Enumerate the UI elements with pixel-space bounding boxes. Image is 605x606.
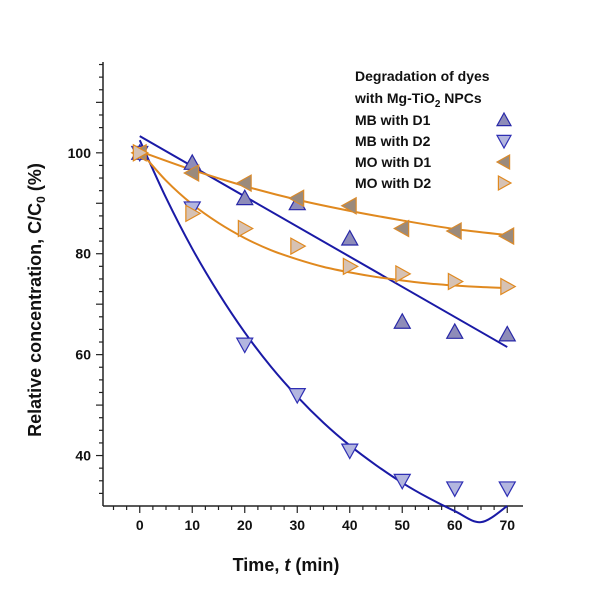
data-point-series-2 — [498, 481, 517, 498]
y-tick-label: 40 — [75, 448, 91, 464]
legend-marker-1 — [495, 111, 513, 127]
legend-marker-3 — [495, 153, 511, 171]
data-point-series-3 — [235, 174, 252, 193]
x-tick-label: 10 — [184, 517, 200, 533]
x-tick-label: 20 — [237, 517, 253, 533]
data-point-series-2 — [393, 473, 412, 491]
data-point-series-3 — [340, 196, 357, 215]
x-tick-label: 0 — [136, 517, 144, 533]
y-axis-title: Relative concentration, C/C0 (%) — [25, 163, 48, 437]
y-tick-label: 60 — [75, 347, 91, 363]
x-tick-label: 50 — [394, 517, 410, 533]
y-tick-label: 80 — [75, 246, 91, 262]
data-point-series-4 — [185, 204, 202, 223]
data-point-series-2 — [235, 337, 254, 354]
data-point-series-4 — [237, 219, 254, 238]
fit-line-2 — [138, 139, 508, 524]
legend-label-3: MO with D1 — [355, 154, 431, 170]
y-tick-label: 100 — [68, 145, 92, 161]
data-point-series-1 — [445, 322, 464, 339]
data-point-series-4 — [447, 272, 464, 291]
legend-title-line2: with Mg-TiO2 NPCs — [354, 90, 482, 110]
axes: 0 10 20 30 40 50 60 70 40 60 80 100 — [68, 62, 523, 533]
data-point-series-1 — [235, 188, 254, 206]
x-tick-label: 70 — [499, 517, 515, 533]
data-point-series-4 — [395, 264, 412, 283]
data-point-series-3 — [393, 219, 410, 238]
data-point-series-3 — [445, 222, 462, 241]
data-point-series-2 — [445, 481, 464, 498]
legend-title-subscript: 2 — [435, 99, 441, 110]
data-point-series-4 — [290, 237, 307, 256]
legend-title-line1: Degradation of dyes — [355, 68, 490, 84]
data-point-series-1 — [340, 229, 359, 246]
legend-marker-4 — [497, 174, 513, 192]
x-axis-title: Time, t (min) — [233, 555, 340, 575]
x-tick-label: 30 — [289, 517, 305, 533]
data-point-series-4 — [500, 277, 517, 296]
x-tick-label: 60 — [447, 517, 463, 533]
legend: Degradation of dyes with Mg-TiO2 NPCs MB… — [354, 68, 513, 192]
legend-label-4: MO with D2 — [355, 175, 431, 191]
data-point-series-1 — [393, 312, 412, 329]
legend-label-1: MB with D1 — [355, 112, 431, 128]
data-point-series-2 — [288, 388, 307, 405]
legend-items: MB with D1 MB with D2 MO with D1 MO with D2 — [355, 111, 513, 192]
legend-label-2: MB with D2 — [355, 133, 431, 149]
data-point-series-1 — [498, 325, 517, 342]
legend-title-suffix: NPCs — [440, 90, 481, 106]
x-tick-label: 40 — [342, 517, 358, 533]
data-markers — [130, 143, 517, 498]
fit-line-1 — [139, 135, 508, 348]
data-point-series-4 — [342, 257, 359, 276]
data-point-series-4 — [132, 143, 149, 162]
data-point-series-3 — [498, 227, 515, 246]
fit-line-4 — [138, 150, 508, 290]
legend-marker-2 — [495, 134, 513, 150]
legend-title-prefix: with Mg-TiO — [354, 90, 435, 106]
data-point-series-3 — [288, 189, 305, 208]
data-point-series-3 — [183, 163, 200, 183]
data-point-series-2 — [340, 443, 359, 460]
